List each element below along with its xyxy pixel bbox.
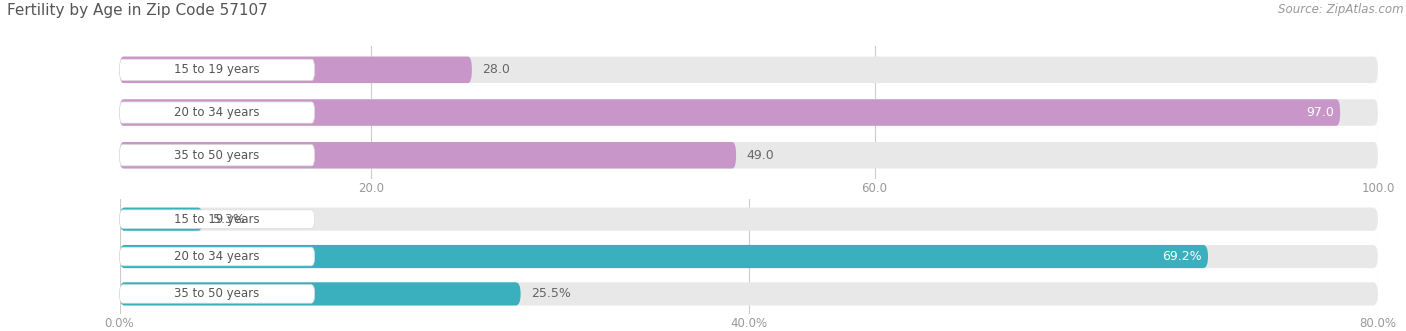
Text: 15 to 19 years: 15 to 19 years bbox=[174, 213, 260, 226]
FancyBboxPatch shape bbox=[120, 57, 1378, 83]
Text: 49.0: 49.0 bbox=[747, 149, 773, 162]
FancyBboxPatch shape bbox=[120, 208, 1378, 231]
Text: 5.3%: 5.3% bbox=[212, 213, 245, 226]
FancyBboxPatch shape bbox=[120, 245, 1378, 268]
FancyBboxPatch shape bbox=[120, 208, 202, 231]
Text: 35 to 50 years: 35 to 50 years bbox=[174, 149, 260, 162]
Text: 35 to 50 years: 35 to 50 years bbox=[174, 287, 260, 301]
FancyBboxPatch shape bbox=[120, 145, 315, 166]
Text: 97.0: 97.0 bbox=[1306, 106, 1334, 119]
FancyBboxPatch shape bbox=[120, 102, 315, 123]
FancyBboxPatch shape bbox=[120, 59, 315, 80]
FancyBboxPatch shape bbox=[120, 57, 472, 83]
Text: 69.2%: 69.2% bbox=[1163, 250, 1202, 263]
Text: Fertility by Age in Zip Code 57107: Fertility by Age in Zip Code 57107 bbox=[7, 3, 267, 18]
Text: 25.5%: 25.5% bbox=[530, 287, 571, 301]
Text: Source: ZipAtlas.com: Source: ZipAtlas.com bbox=[1278, 3, 1403, 16]
Text: 20 to 34 years: 20 to 34 years bbox=[174, 250, 260, 263]
FancyBboxPatch shape bbox=[120, 282, 520, 306]
FancyBboxPatch shape bbox=[120, 282, 1378, 306]
FancyBboxPatch shape bbox=[120, 142, 1378, 168]
Text: 20 to 34 years: 20 to 34 years bbox=[174, 106, 260, 119]
FancyBboxPatch shape bbox=[120, 245, 1208, 268]
FancyBboxPatch shape bbox=[120, 99, 1378, 126]
Text: 15 to 19 years: 15 to 19 years bbox=[174, 63, 260, 76]
FancyBboxPatch shape bbox=[120, 285, 315, 303]
FancyBboxPatch shape bbox=[120, 210, 315, 228]
FancyBboxPatch shape bbox=[120, 99, 1340, 126]
FancyBboxPatch shape bbox=[120, 247, 315, 266]
Text: 28.0: 28.0 bbox=[482, 63, 510, 76]
FancyBboxPatch shape bbox=[120, 142, 737, 168]
